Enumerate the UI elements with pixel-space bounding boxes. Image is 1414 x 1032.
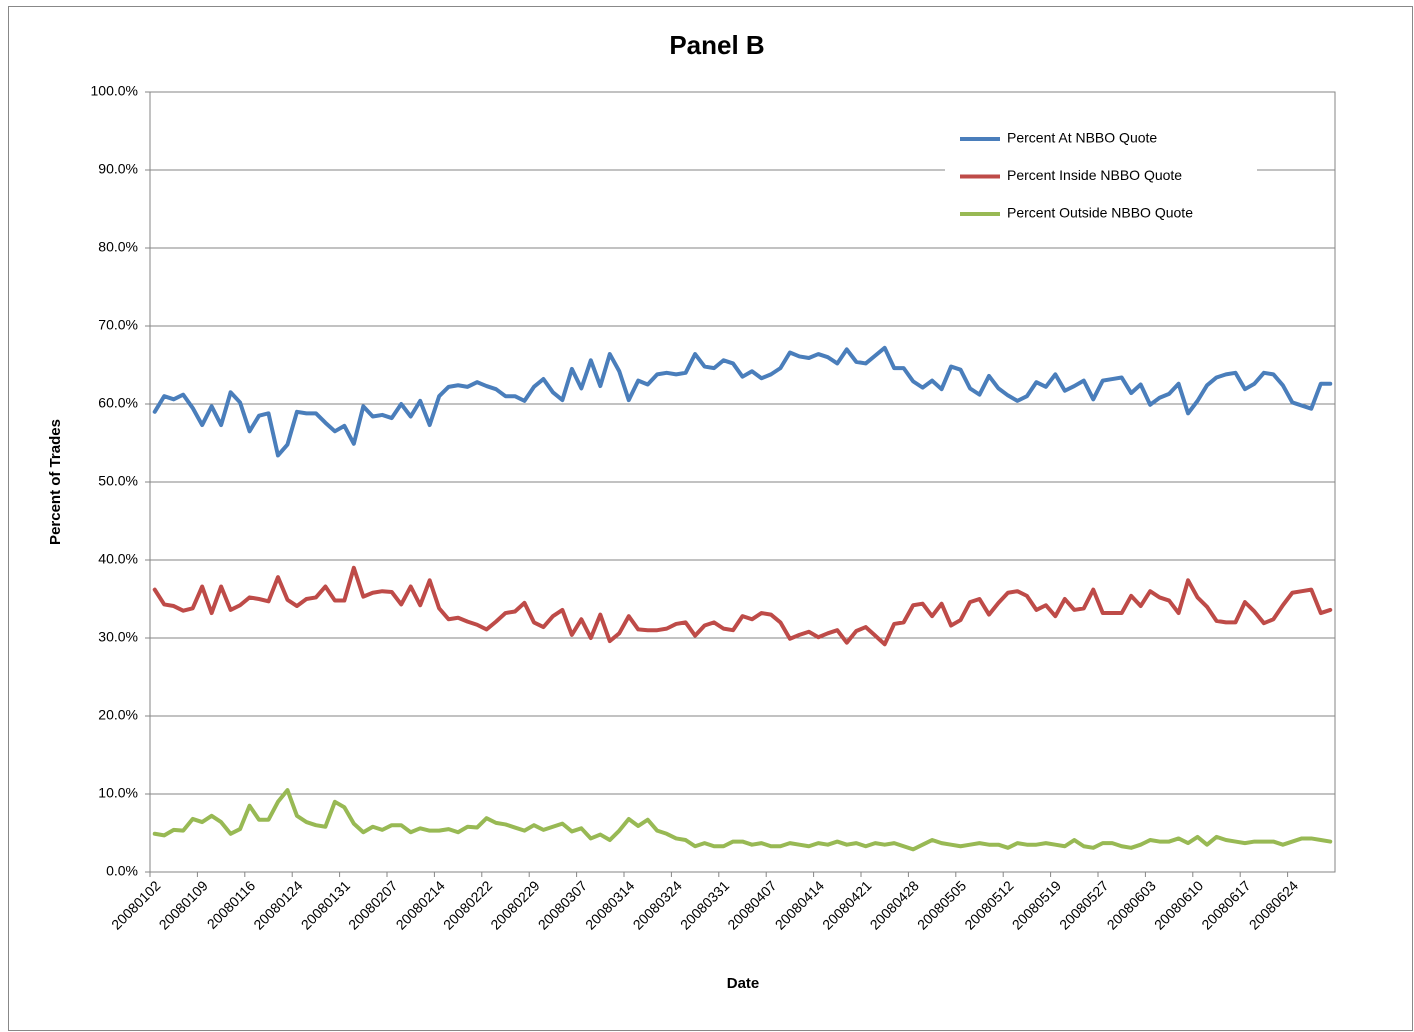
chart-title: Panel B: [669, 30, 764, 60]
legend: Percent At NBBO Quote Percent Inside NBBO…: [945, 122, 1257, 232]
data-line: [152, 565, 1333, 647]
plot-border: [149, 91, 1336, 873]
y-axis-title: Percent of Trades: [47, 419, 64, 545]
y-tick-label: 20.0%: [98, 707, 138, 723]
data-line: [152, 345, 1333, 458]
y-tick-label: 80.0%: [98, 239, 138, 255]
legend-label: Percent At NBBO Quote: [1007, 130, 1157, 146]
y-tick-label: 70.0%: [98, 317, 138, 333]
y-tick-label: 10.0%: [98, 785, 138, 801]
y-tick-label: 0.0%: [106, 863, 138, 879]
y-tick-label: 50.0%: [98, 473, 138, 489]
x-axis-title: Date: [727, 975, 760, 992]
y-tick-label: 30.0%: [98, 629, 138, 645]
legend-label: Percent Inside NBBO Quote: [1007, 167, 1182, 183]
legend-label: Percent Outside NBBO Quote: [1007, 205, 1193, 221]
y-tick-label: 40.0%: [98, 551, 138, 567]
y-tick-label: 90.0%: [98, 161, 138, 177]
y-tick-label: 100.0%: [91, 83, 138, 99]
y-tick-label: 60.0%: [98, 395, 138, 411]
data-line: [152, 788, 1333, 852]
